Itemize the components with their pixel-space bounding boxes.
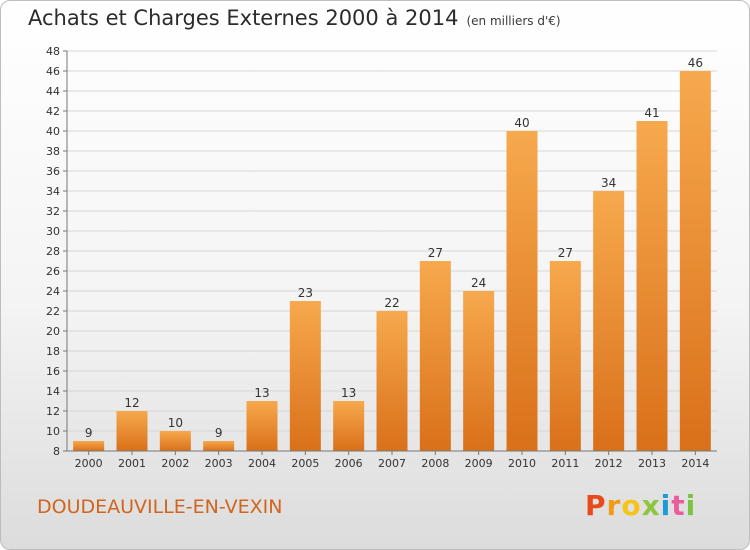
x-tick-label-2008: 2008: [421, 457, 449, 470]
bar-2014: [679, 71, 711, 451]
value-label-2008: 27: [428, 246, 443, 260]
bar-2001: [116, 411, 148, 451]
x-tick-label-2005: 2005: [291, 457, 319, 470]
y-tick-label: 24: [46, 285, 60, 298]
bar-2008: [419, 261, 451, 451]
logo-letter: i: [660, 489, 672, 522]
y-tick-label: 12: [46, 405, 60, 418]
bar-2003: [203, 441, 235, 451]
y-tick-label: 42: [46, 105, 60, 118]
y-tick-label: 20: [46, 325, 60, 338]
y-tick-label: 32: [46, 205, 60, 218]
y-tick-label: 18: [46, 345, 60, 358]
logo-letter: t: [671, 489, 686, 522]
x-tick-label-2001: 2001: [118, 457, 146, 470]
bar-2012: [593, 191, 625, 451]
y-tick-label: 38: [46, 145, 60, 158]
value-label-2014: 46: [688, 56, 703, 70]
value-label-2001: 12: [124, 396, 139, 410]
value-label-2010: 40: [514, 116, 529, 130]
y-tick-label: 22: [46, 305, 60, 318]
x-tick-label-2006: 2006: [335, 457, 363, 470]
bar-2009: [463, 291, 495, 451]
proxiti-logo: Proxiti: [585, 489, 696, 522]
bar-2002: [159, 431, 191, 451]
y-tick-label: 46: [46, 65, 60, 78]
y-tick-label: 30: [46, 225, 60, 238]
x-tick-label-2003: 2003: [205, 457, 233, 470]
y-tick-label: 44: [46, 85, 60, 98]
y-tick-label: 48: [46, 45, 60, 58]
value-label-2000: 9: [85, 426, 93, 440]
value-label-2011: 27: [558, 246, 573, 260]
commune-name: DOUDEAUVILLE-EN-VEXIN: [37, 496, 283, 518]
x-tick-label-2004: 2004: [248, 457, 276, 470]
value-label-2013: 41: [644, 106, 659, 120]
bar-2006: [333, 401, 365, 451]
x-tick-label-2014: 2014: [681, 457, 709, 470]
chart-title-text: Achats et Charges Externes 2000 à 2014: [28, 6, 459, 30]
value-label-2007: 22: [384, 296, 399, 310]
y-tick-label: 16: [46, 365, 60, 378]
y-tick-label: 8: [53, 445, 60, 458]
y-tick-label: 28: [46, 245, 60, 258]
y-tick-label: 10: [46, 425, 60, 438]
chart-unit: (en milliers d'€): [466, 14, 561, 28]
logo-letter: P: [585, 489, 607, 522]
bar-2000: [73, 441, 105, 451]
x-tick-label-2013: 2013: [638, 457, 666, 470]
value-label-2006: 13: [341, 386, 356, 400]
logo-letter: o: [621, 489, 642, 522]
y-tick-label: 34: [46, 185, 60, 198]
bar-2005: [289, 301, 321, 451]
bar-2011: [549, 261, 581, 451]
bar-2013: [636, 121, 668, 451]
value-label-2012: 34: [601, 176, 616, 190]
bar-2010: [506, 131, 538, 451]
value-label-2003: 9: [215, 426, 223, 440]
value-label-2005: 23: [298, 286, 313, 300]
x-tick-label-2002: 2002: [161, 457, 189, 470]
logo-letter: x: [641, 489, 661, 522]
y-tick-label: 36: [46, 165, 60, 178]
x-tick-label-2012: 2012: [595, 457, 623, 470]
value-label-2004: 13: [254, 386, 269, 400]
chart-title: Achats et Charges Externes 2000 à 2014 (e…: [28, 6, 561, 30]
x-tick-label-2007: 2007: [378, 457, 406, 470]
logo-letter: r: [606, 489, 622, 522]
x-tick-label-2011: 2011: [551, 457, 579, 470]
x-tick-label-2010: 2010: [508, 457, 536, 470]
y-tick-label: 26: [46, 265, 60, 278]
x-tick-label-2000: 2000: [75, 457, 103, 470]
y-tick-label: 14: [46, 385, 60, 398]
bar-2007: [376, 311, 408, 451]
value-label-2009: 24: [471, 276, 486, 290]
logo-letter: i: [685, 489, 697, 522]
value-label-2002: 10: [168, 416, 183, 430]
x-tick-label-2009: 2009: [465, 457, 493, 470]
y-tick-label: 40: [46, 125, 60, 138]
bar-2004: [246, 401, 278, 451]
